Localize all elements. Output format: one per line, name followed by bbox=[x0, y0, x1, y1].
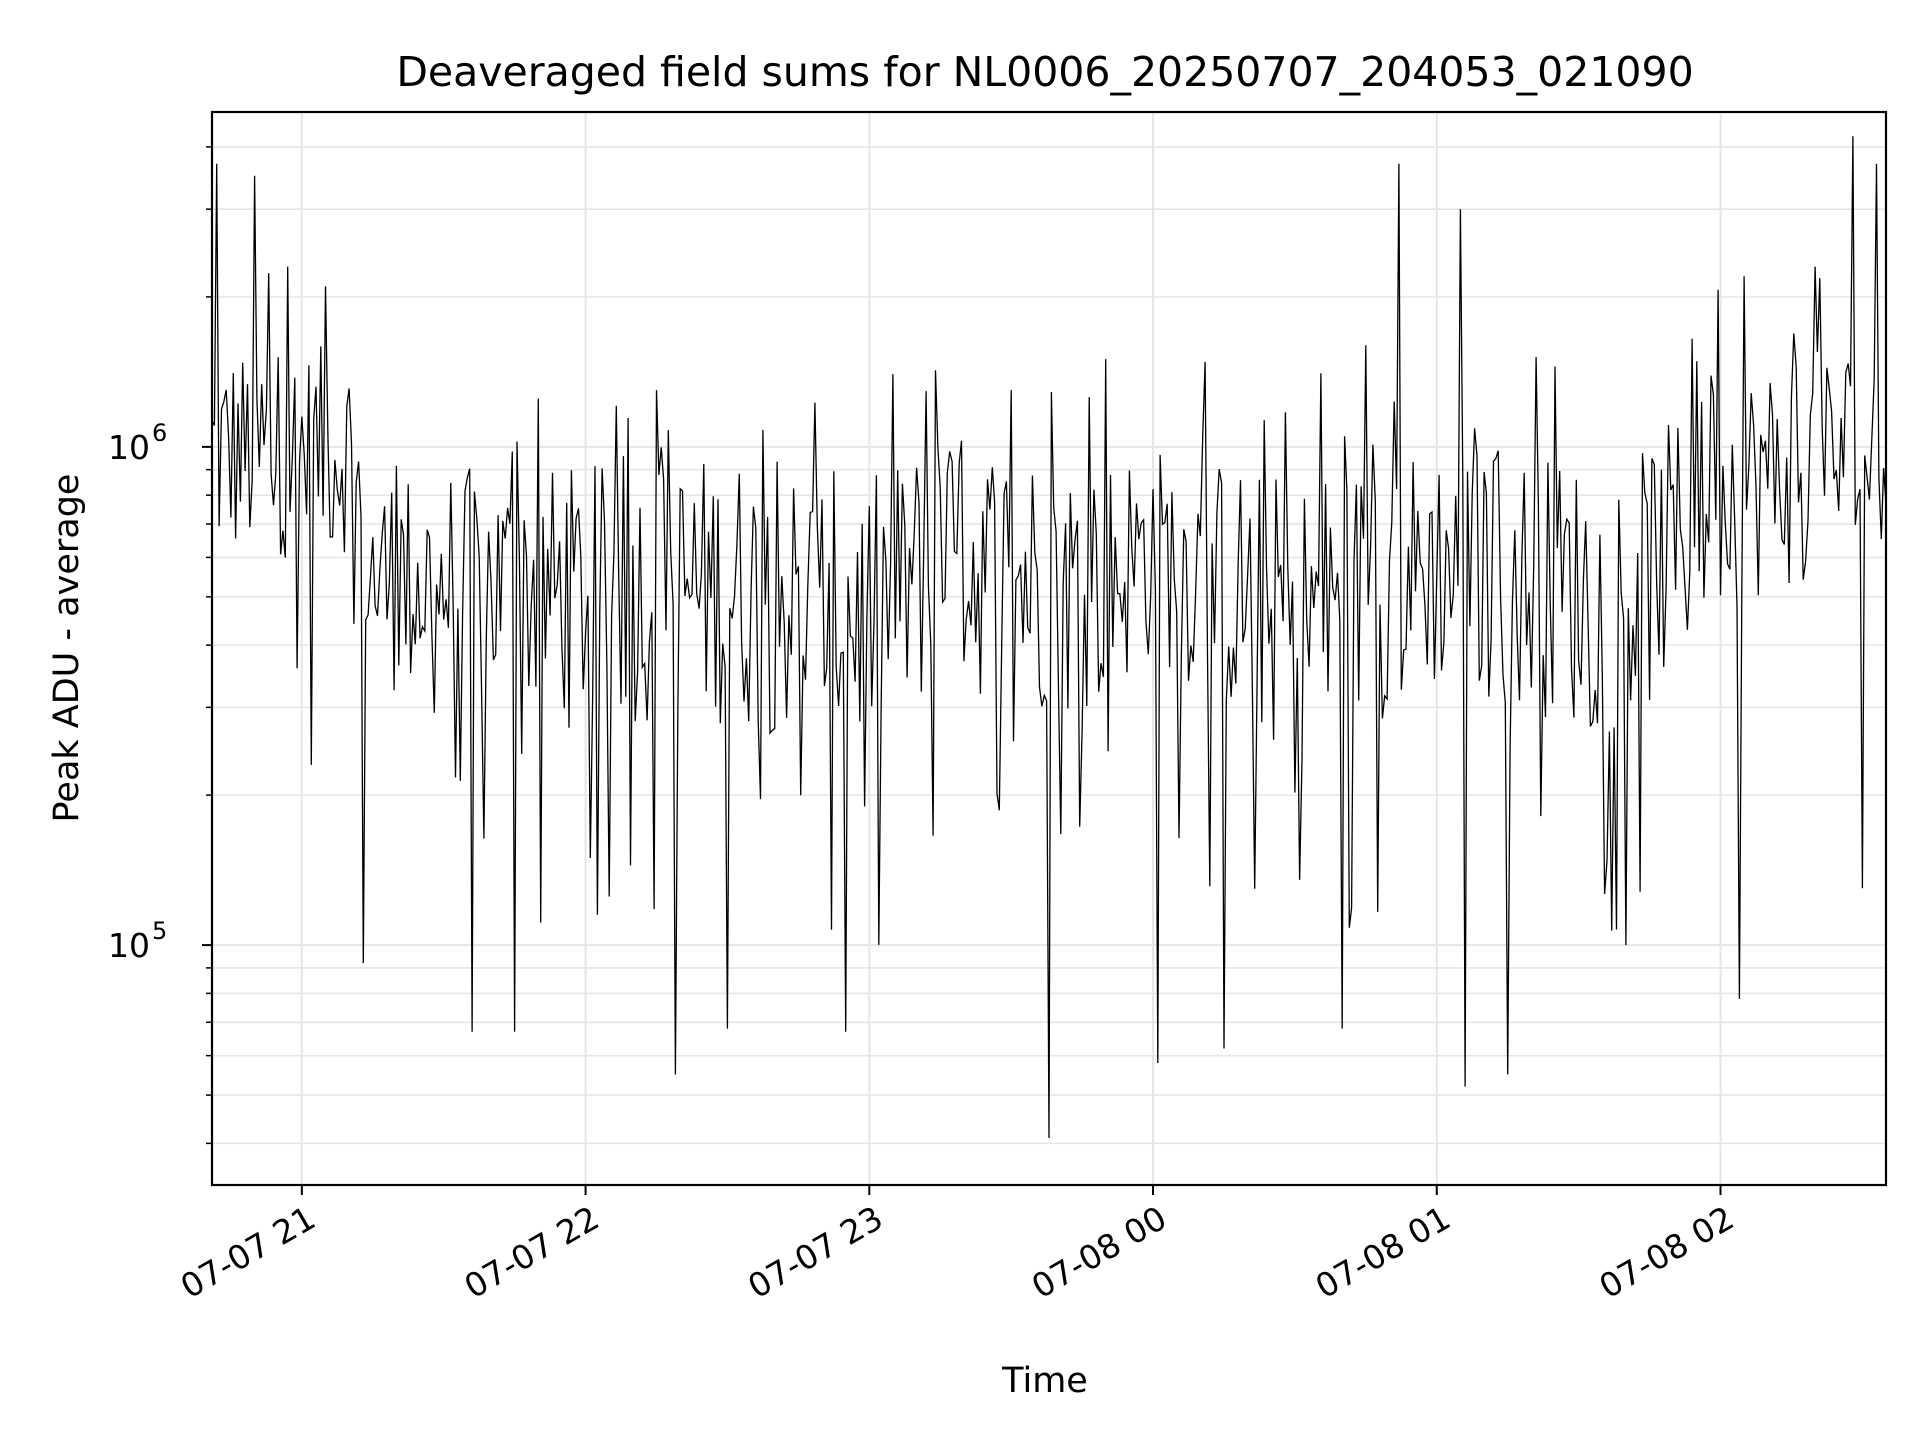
x-axis-label: Time bbox=[1001, 1361, 1088, 1401]
y-tick-label: 10 bbox=[108, 926, 150, 965]
y-axis-label: Peak ADU - average bbox=[47, 474, 87, 823]
series-line bbox=[211, 136, 1887, 1139]
y-tick-base: 10 bbox=[108, 428, 150, 467]
plot-area bbox=[211, 136, 1887, 1139]
chart-title: Deaveraged field sums for NL0006_2025070… bbox=[396, 48, 1693, 96]
y-tick-base: 10 bbox=[108, 926, 150, 965]
axes-frame bbox=[210, 110, 1888, 1187]
y-tick-exponent: 6 bbox=[152, 419, 167, 447]
y-tick-exponent: 5 bbox=[152, 917, 167, 945]
y-tick-label: 10 bbox=[108, 428, 150, 467]
grid bbox=[212, 112, 1886, 1185]
